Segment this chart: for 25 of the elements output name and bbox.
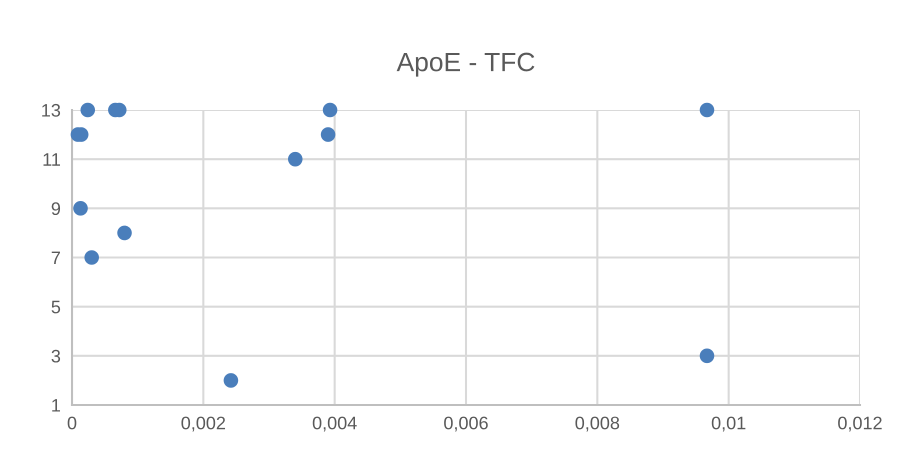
point bbox=[84, 250, 99, 265]
point bbox=[320, 127, 336, 142]
chart-title: ApoE - TFC bbox=[396, 52, 534, 77]
x-tick-label: 0,006 bbox=[444, 416, 488, 432]
y-tick-label: 13 bbox=[42, 104, 60, 117]
point bbox=[700, 348, 714, 364]
x-tick-label: 0,01 bbox=[712, 416, 746, 432]
x-tick-label: 0,004 bbox=[312, 416, 357, 432]
y-tick-label: 9 bbox=[52, 202, 60, 216]
y-tick-label: 3 bbox=[52, 350, 60, 363]
point bbox=[80, 102, 96, 118]
point bbox=[288, 152, 303, 166]
x-tick-label: 0,008 bbox=[575, 416, 620, 432]
x-tick-label: 0,002 bbox=[181, 416, 226, 432]
x-tick-label: 0 bbox=[68, 416, 76, 430]
y-tick-label: 1 bbox=[52, 399, 60, 412]
y-tick-label: 11 bbox=[44, 153, 60, 166]
point bbox=[73, 201, 88, 216]
point bbox=[224, 373, 238, 388]
point bbox=[322, 102, 338, 118]
y-tick-label: 5 bbox=[52, 300, 60, 314]
point bbox=[700, 102, 714, 118]
y-tick-label: 7 bbox=[52, 252, 60, 264]
x-tick-label: 0,012 bbox=[838, 416, 882, 432]
point bbox=[117, 226, 132, 240]
